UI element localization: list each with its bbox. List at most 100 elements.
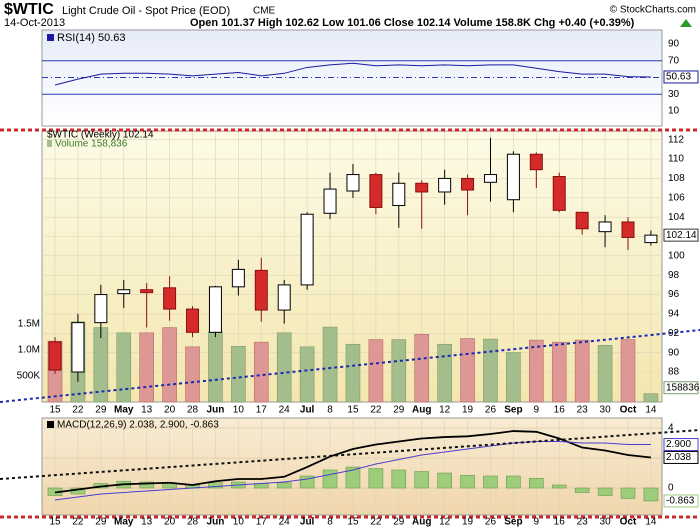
y-tick-label: 0 bbox=[668, 483, 674, 494]
volume-bar bbox=[276, 332, 292, 403]
x-tick-label: 15 bbox=[49, 405, 61, 416]
histogram-bar bbox=[322, 469, 338, 489]
histogram-bar bbox=[391, 469, 407, 489]
x-tick-label: 16 bbox=[554, 517, 566, 528]
last-value-label: 158836 bbox=[666, 382, 700, 393]
last-value-box bbox=[663, 494, 699, 508]
x-tick-label: Oct bbox=[620, 405, 637, 416]
candle-body bbox=[300, 213, 314, 286]
y-tick-label: 106 bbox=[668, 192, 685, 203]
volume-bar bbox=[620, 339, 636, 403]
histogram-bar bbox=[551, 484, 567, 489]
last-value-box bbox=[663, 70, 699, 84]
last-value-box bbox=[663, 228, 699, 242]
y-tick-label: 10 bbox=[668, 106, 680, 117]
candle-body bbox=[323, 188, 337, 214]
volume-bar bbox=[162, 327, 177, 403]
candle-body bbox=[186, 308, 200, 333]
y-tick-label: 112 bbox=[668, 134, 684, 145]
x-tick-label: 20 bbox=[164, 517, 176, 528]
x-tick-label: 26 bbox=[485, 517, 497, 528]
x-tick-label: Jun bbox=[207, 517, 225, 528]
x-tick-label: Aug bbox=[412, 405, 431, 416]
x-tick-label: 15 bbox=[347, 405, 359, 416]
x-tick-label: 29 bbox=[393, 517, 405, 528]
x-tick-label: 12 bbox=[439, 405, 451, 416]
histogram-bar bbox=[368, 468, 384, 489]
macd-panel bbox=[41, 417, 663, 516]
exchange: CME bbox=[253, 6, 276, 17]
candle-body bbox=[254, 269, 268, 311]
x-tick-label: 9 bbox=[534, 405, 540, 416]
x-tick-label: Jul bbox=[300, 517, 315, 528]
y-tick-label: 104 bbox=[668, 212, 685, 223]
volume-bar bbox=[368, 339, 384, 403]
candle-body bbox=[644, 234, 658, 244]
volume-bar bbox=[185, 346, 200, 403]
y-tick-label: 92 bbox=[668, 328, 680, 339]
y-tick-label: 98 bbox=[668, 270, 680, 281]
candle-body bbox=[461, 177, 475, 191]
plot-layer bbox=[42, 60, 662, 515]
x-tick-label: 13 bbox=[141, 517, 153, 528]
symbol: $WTIC bbox=[4, 1, 54, 18]
x-tick-label: 30 bbox=[600, 405, 612, 416]
y-tick-label: 70 bbox=[668, 55, 680, 66]
x-tick-label: 12 bbox=[439, 517, 451, 528]
histogram-bar bbox=[643, 487, 659, 502]
x-tick-label: 9 bbox=[534, 517, 540, 528]
volume-legend: Volume 158,836 bbox=[55, 139, 128, 150]
candle-body bbox=[71, 322, 85, 373]
histogram-bar bbox=[276, 482, 292, 489]
last-value-label: 2.900 bbox=[666, 439, 691, 450]
candle-body bbox=[231, 268, 245, 288]
last-value-box bbox=[663, 450, 699, 464]
last-value-label: 102.14 bbox=[666, 230, 697, 241]
copyright: © StockCharts.com bbox=[610, 5, 696, 16]
histogram-bar bbox=[483, 475, 498, 489]
instrument-name: Light Crude Oil - Spot Price (EOD) bbox=[62, 5, 230, 17]
histogram-bar bbox=[299, 475, 315, 489]
y-tick-label: 100 bbox=[668, 250, 685, 261]
volume-bar bbox=[253, 341, 269, 403]
series-line bbox=[54, 62, 651, 86]
volume-bar bbox=[299, 346, 315, 403]
candle-body bbox=[552, 175, 566, 211]
rsi-panel bbox=[41, 29, 663, 127]
candle-body bbox=[346, 174, 360, 192]
x-tick-label: 23 bbox=[577, 517, 589, 528]
x-tick-label: 17 bbox=[256, 405, 268, 416]
histogram-bar bbox=[574, 487, 590, 493]
legend-swatch bbox=[47, 421, 54, 428]
x-tick-label: 15 bbox=[49, 517, 61, 528]
last-value-label: 2.038 bbox=[666, 452, 691, 463]
last-value-box bbox=[663, 438, 699, 452]
x-tick-label: 22 bbox=[370, 517, 382, 528]
x-tick-label: 24 bbox=[279, 517, 291, 528]
x-tick-label: 17 bbox=[256, 517, 268, 528]
y-tick-label: 4 bbox=[668, 423, 674, 434]
y-tick-label: 88 bbox=[668, 367, 680, 378]
last-value-label: -0.863 bbox=[666, 496, 695, 507]
candle-body bbox=[94, 294, 108, 324]
candle-body bbox=[483, 174, 497, 183]
x-tick-label: Sep bbox=[504, 405, 522, 416]
x-tick-label: May bbox=[114, 405, 134, 416]
candle-body bbox=[163, 287, 177, 310]
last-value-box bbox=[663, 381, 699, 395]
histogram-bar bbox=[437, 472, 452, 489]
volume-bar bbox=[391, 339, 407, 403]
last-value-label: 50.63 bbox=[666, 72, 691, 83]
x-tick-label: 10 bbox=[233, 517, 245, 528]
trend-line bbox=[0, 429, 700, 480]
x-tick-label: 30 bbox=[600, 517, 612, 528]
x-tick-label: 19 bbox=[462, 517, 474, 528]
x-tick-label: 28 bbox=[187, 405, 199, 416]
x-tick-label: 22 bbox=[72, 517, 84, 528]
candle-body bbox=[506, 153, 520, 201]
x-tick-label: 22 bbox=[72, 405, 84, 416]
legend-swatch bbox=[47, 34, 54, 41]
x-tick-label: Sep bbox=[504, 517, 522, 528]
x-tick-label: Aug bbox=[412, 517, 431, 528]
volume-bar bbox=[483, 338, 498, 403]
